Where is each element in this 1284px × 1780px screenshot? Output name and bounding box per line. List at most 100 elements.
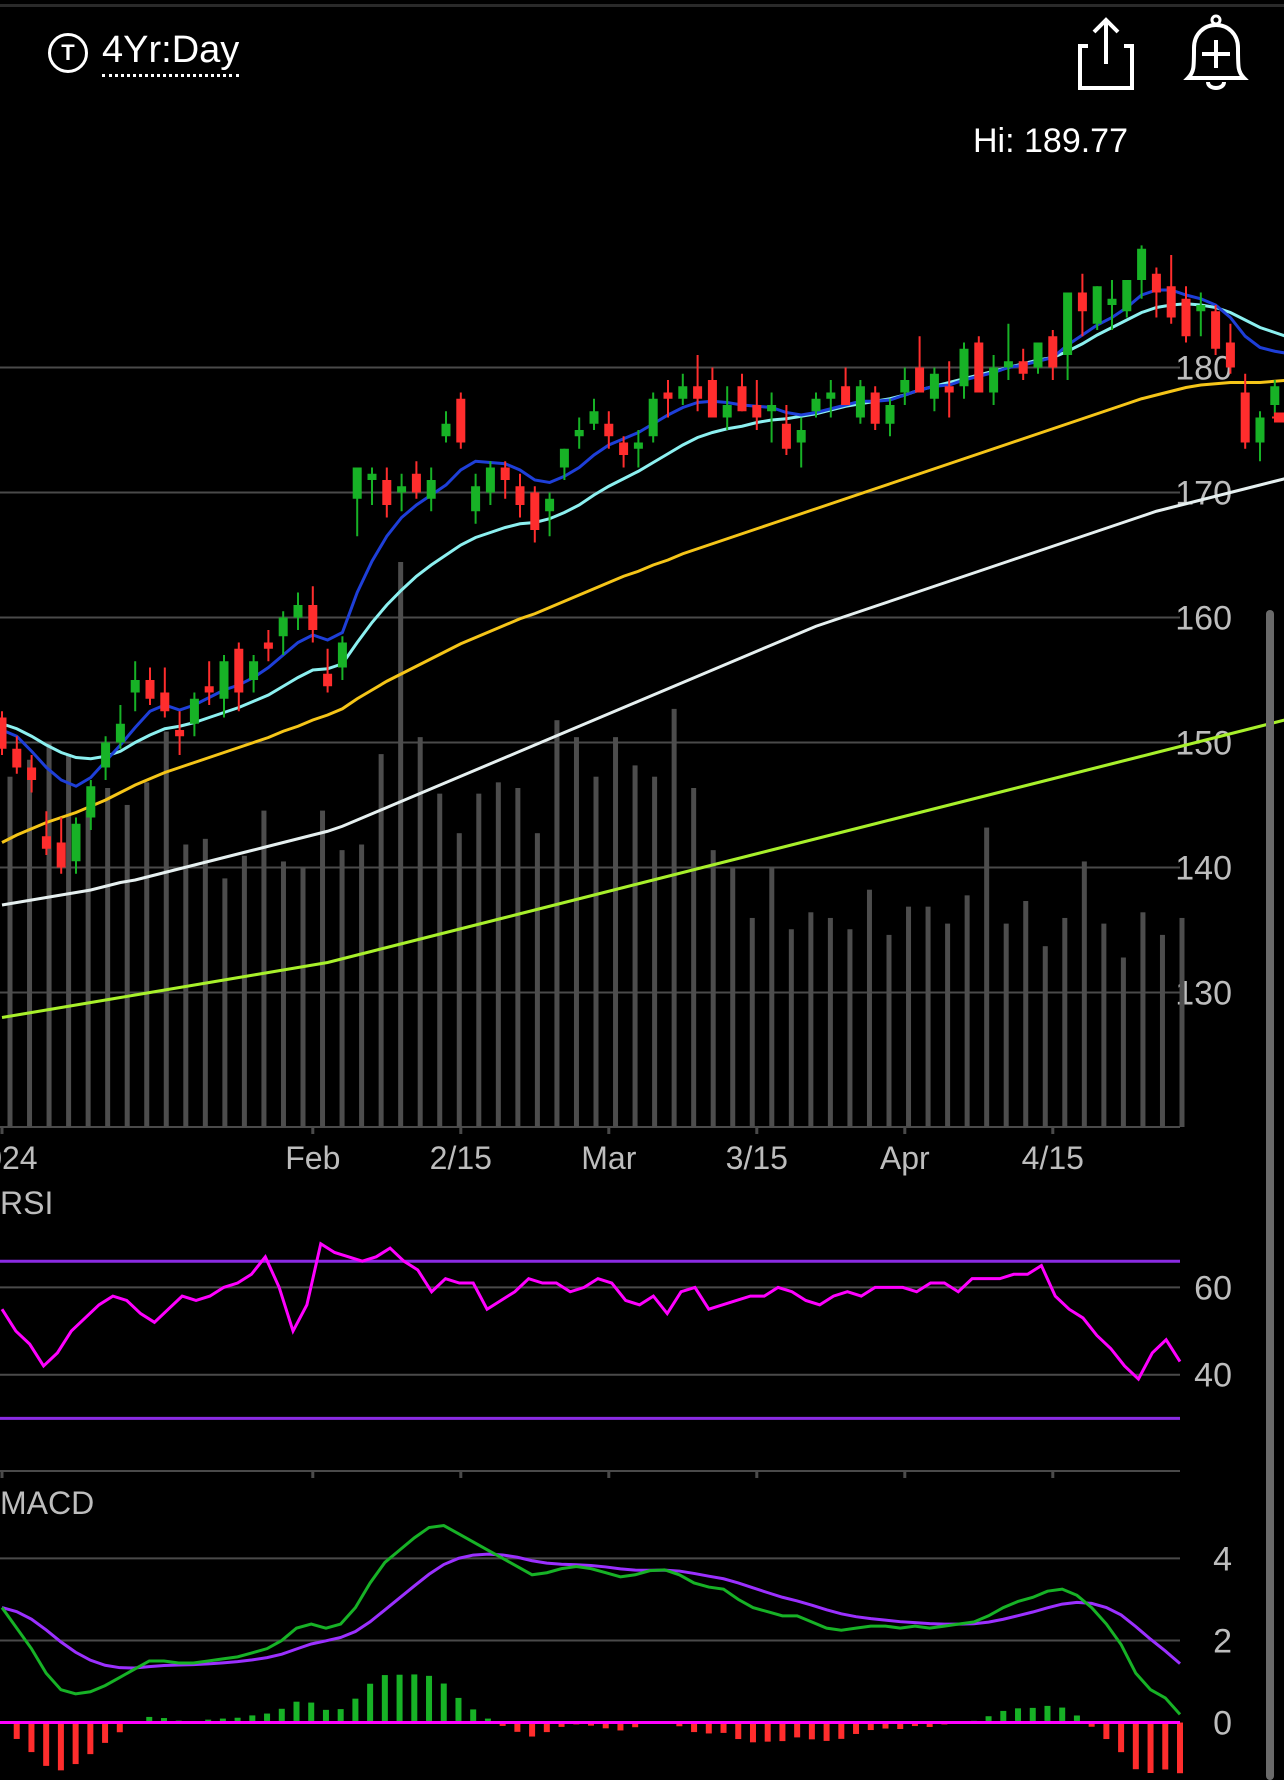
macd-histogram-bar bbox=[794, 1722, 801, 1738]
volume-bar bbox=[1003, 923, 1009, 1127]
price-axis-label: 140 bbox=[1175, 850, 1232, 888]
macd-histogram-bar bbox=[882, 1722, 889, 1729]
macd-histogram-bar bbox=[853, 1722, 860, 1734]
macd-axis-label: 4 bbox=[1213, 1540, 1232, 1578]
macd-axis-label: 0 bbox=[1213, 1705, 1232, 1743]
volume-bar bbox=[1140, 912, 1146, 1127]
macd-histogram-bar bbox=[411, 1674, 418, 1723]
candle-body bbox=[545, 498, 555, 512]
candle-body bbox=[1240, 392, 1250, 443]
share-button[interactable] bbox=[1066, 12, 1146, 96]
candle-body bbox=[870, 392, 880, 424]
candle-body bbox=[530, 492, 540, 530]
volume-bar bbox=[730, 867, 736, 1127]
candle-body bbox=[1137, 248, 1147, 280]
candle-body bbox=[707, 380, 717, 418]
x-axis-label: 4/15 bbox=[1022, 1140, 1084, 1176]
candle-body bbox=[633, 442, 643, 449]
volume-bar bbox=[984, 827, 990, 1127]
candle-body bbox=[944, 386, 954, 393]
macd-histogram-bar bbox=[219, 1718, 226, 1723]
macd-histogram-bar bbox=[352, 1698, 359, 1723]
volume-bar bbox=[124, 804, 130, 1127]
macd-histogram-bar bbox=[72, 1722, 79, 1765]
x-axis-label: 3/15 bbox=[726, 1140, 788, 1176]
volume-bar bbox=[534, 833, 540, 1127]
volume-bar bbox=[378, 754, 384, 1127]
candle-body bbox=[1196, 305, 1206, 312]
moving-average-line bbox=[1, 477, 1284, 907]
candle-body bbox=[278, 617, 288, 637]
macd-histogram-bar bbox=[1000, 1710, 1007, 1723]
scrollbar[interactable] bbox=[1266, 610, 1274, 1780]
top-divider bbox=[0, 4, 1284, 7]
candle-body bbox=[1003, 361, 1013, 368]
volume-bar bbox=[925, 906, 931, 1127]
candle-body bbox=[989, 367, 999, 393]
candle-body bbox=[175, 730, 185, 737]
macd-signal-line bbox=[1, 1552, 1181, 1670]
rsi-axis-label: 60 bbox=[1194, 1269, 1232, 1307]
candle-body bbox=[1225, 342, 1235, 368]
macd-histogram-bar bbox=[1162, 1722, 1169, 1770]
volume-bar bbox=[66, 754, 72, 1127]
macd-histogram-bar bbox=[926, 1722, 933, 1727]
macd-histogram-bar bbox=[293, 1701, 300, 1723]
candle-body bbox=[589, 411, 599, 424]
candle-body bbox=[1151, 273, 1161, 293]
macd-histogram-bar bbox=[1073, 1715, 1080, 1723]
volume-bar bbox=[456, 833, 462, 1127]
volume-bar bbox=[222, 878, 228, 1127]
candle-body bbox=[456, 398, 466, 443]
volume-bar bbox=[320, 810, 326, 1127]
macd-histogram-bar bbox=[735, 1722, 742, 1740]
candle-body bbox=[1092, 286, 1102, 324]
candle-body bbox=[397, 486, 407, 493]
volume-bar bbox=[945, 923, 951, 1127]
candle-body bbox=[145, 680, 155, 699]
candle-body bbox=[86, 786, 96, 818]
macd-histogram-bar bbox=[1059, 1707, 1066, 1723]
macd-histogram-bar bbox=[985, 1716, 992, 1723]
macd-histogram-bar bbox=[146, 1716, 153, 1723]
candle-body bbox=[841, 386, 851, 405]
moving-average-line bbox=[1, 718, 1284, 1019]
candle-body bbox=[767, 405, 777, 412]
candle-body bbox=[500, 467, 510, 480]
volume-bar bbox=[7, 776, 13, 1127]
candle-body bbox=[56, 842, 66, 868]
candle-body bbox=[41, 836, 51, 849]
macd-histogram-bar bbox=[249, 1715, 256, 1723]
candle-body bbox=[900, 380, 910, 393]
macd-histogram-bar bbox=[264, 1713, 271, 1723]
volume-bar bbox=[46, 742, 52, 1127]
macd-histogram-bar bbox=[396, 1674, 403, 1723]
x-axis-label: 2/15 bbox=[430, 1140, 492, 1176]
macd-histogram-bar bbox=[57, 1722, 64, 1771]
macd-histogram-bar bbox=[691, 1722, 698, 1733]
macd-histogram-bar bbox=[1103, 1722, 1110, 1740]
candle-body bbox=[752, 405, 762, 418]
candle-body bbox=[1063, 292, 1073, 355]
macd-histogram-bar bbox=[514, 1722, 521, 1732]
add-alert-button[interactable] bbox=[1176, 12, 1256, 96]
candle-body bbox=[367, 473, 377, 480]
macd-histogram-bar bbox=[602, 1722, 609, 1729]
volume-bar bbox=[554, 720, 560, 1127]
candle-body bbox=[234, 648, 244, 693]
timeframe-selector[interactable]: T 4Yr:Day bbox=[48, 28, 240, 77]
volume-bar bbox=[710, 850, 716, 1127]
moving-average-line bbox=[1, 302, 1284, 761]
macd-histogram-bar bbox=[1132, 1722, 1139, 1770]
macd-title: MACD bbox=[0, 1485, 94, 1521]
candle-body bbox=[929, 373, 939, 399]
last-price-marker bbox=[1274, 412, 1284, 423]
macd-histogram-bar bbox=[838, 1722, 845, 1739]
candle-body bbox=[323, 673, 333, 687]
candle-body bbox=[1122, 280, 1132, 312]
volume-bar bbox=[1179, 917, 1185, 1127]
macd-histogram-bar bbox=[764, 1722, 771, 1742]
volume-bar bbox=[300, 867, 306, 1127]
macd-histogram-bar bbox=[160, 1718, 167, 1723]
